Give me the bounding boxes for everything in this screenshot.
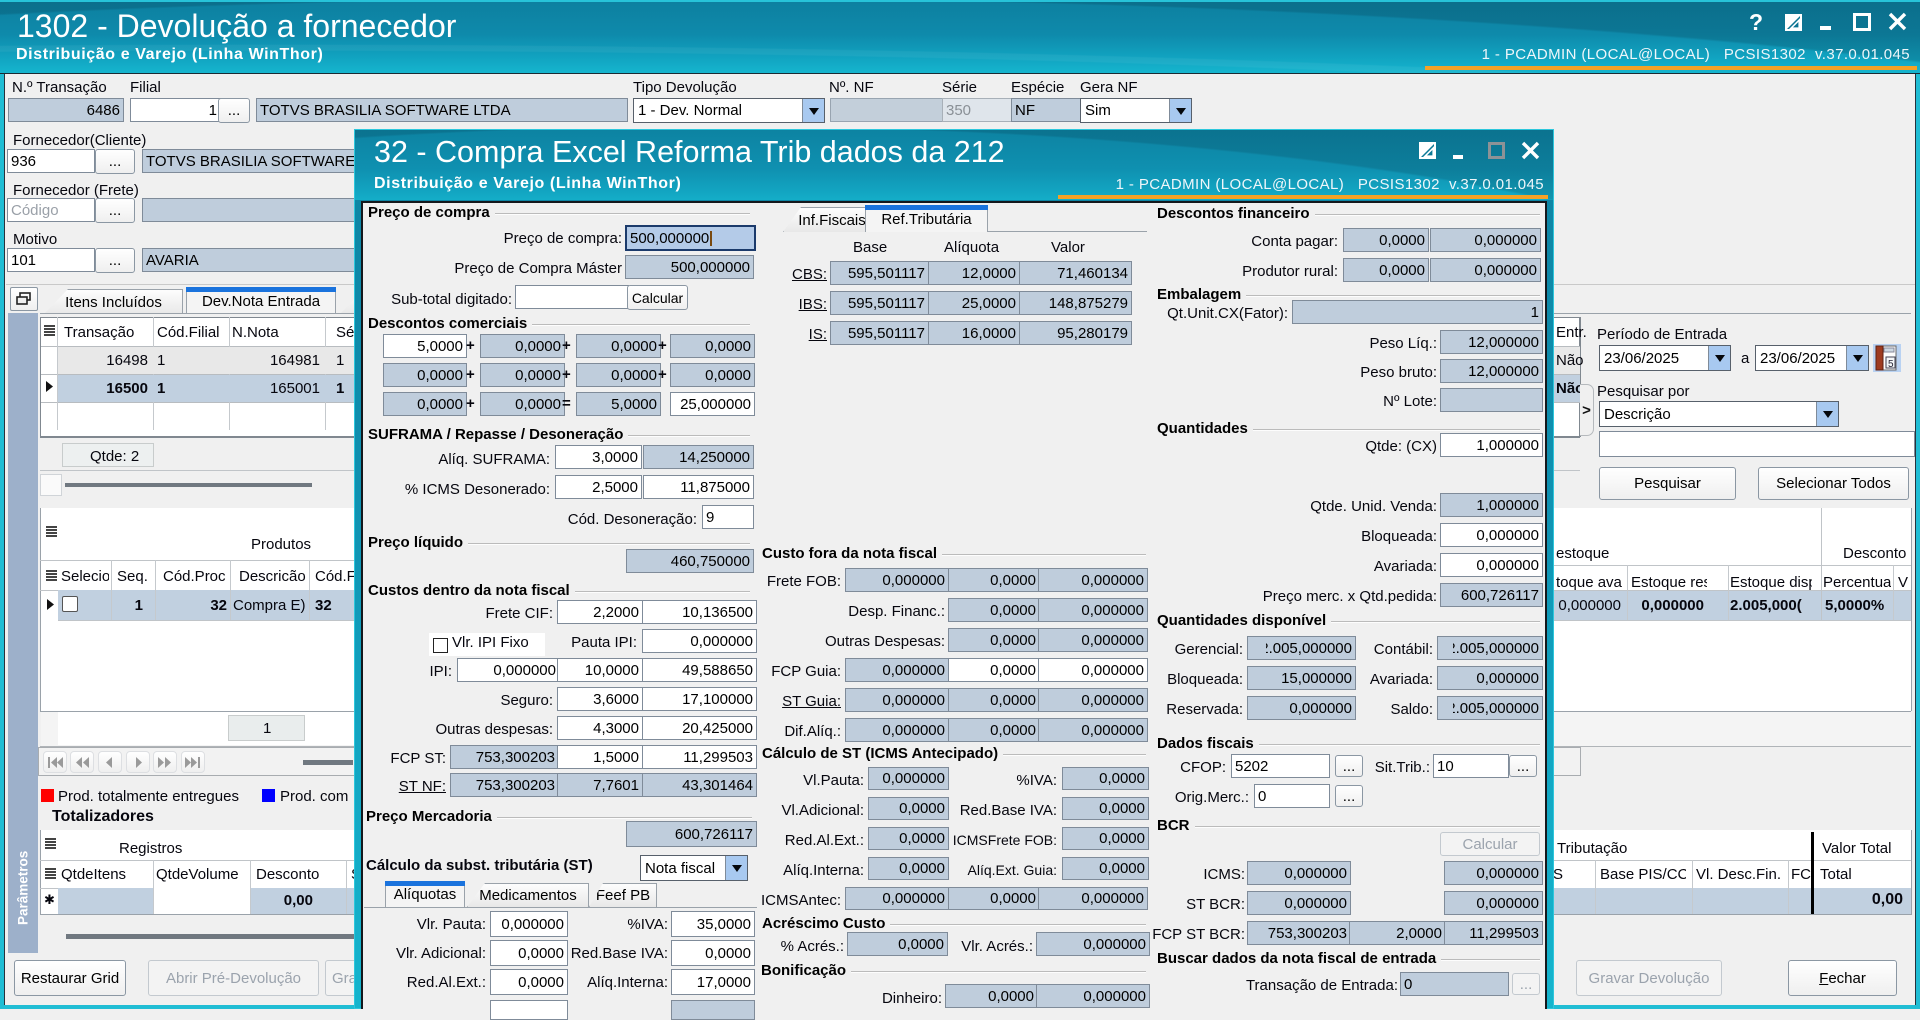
svg-text:5: 5: [1888, 359, 1894, 370]
